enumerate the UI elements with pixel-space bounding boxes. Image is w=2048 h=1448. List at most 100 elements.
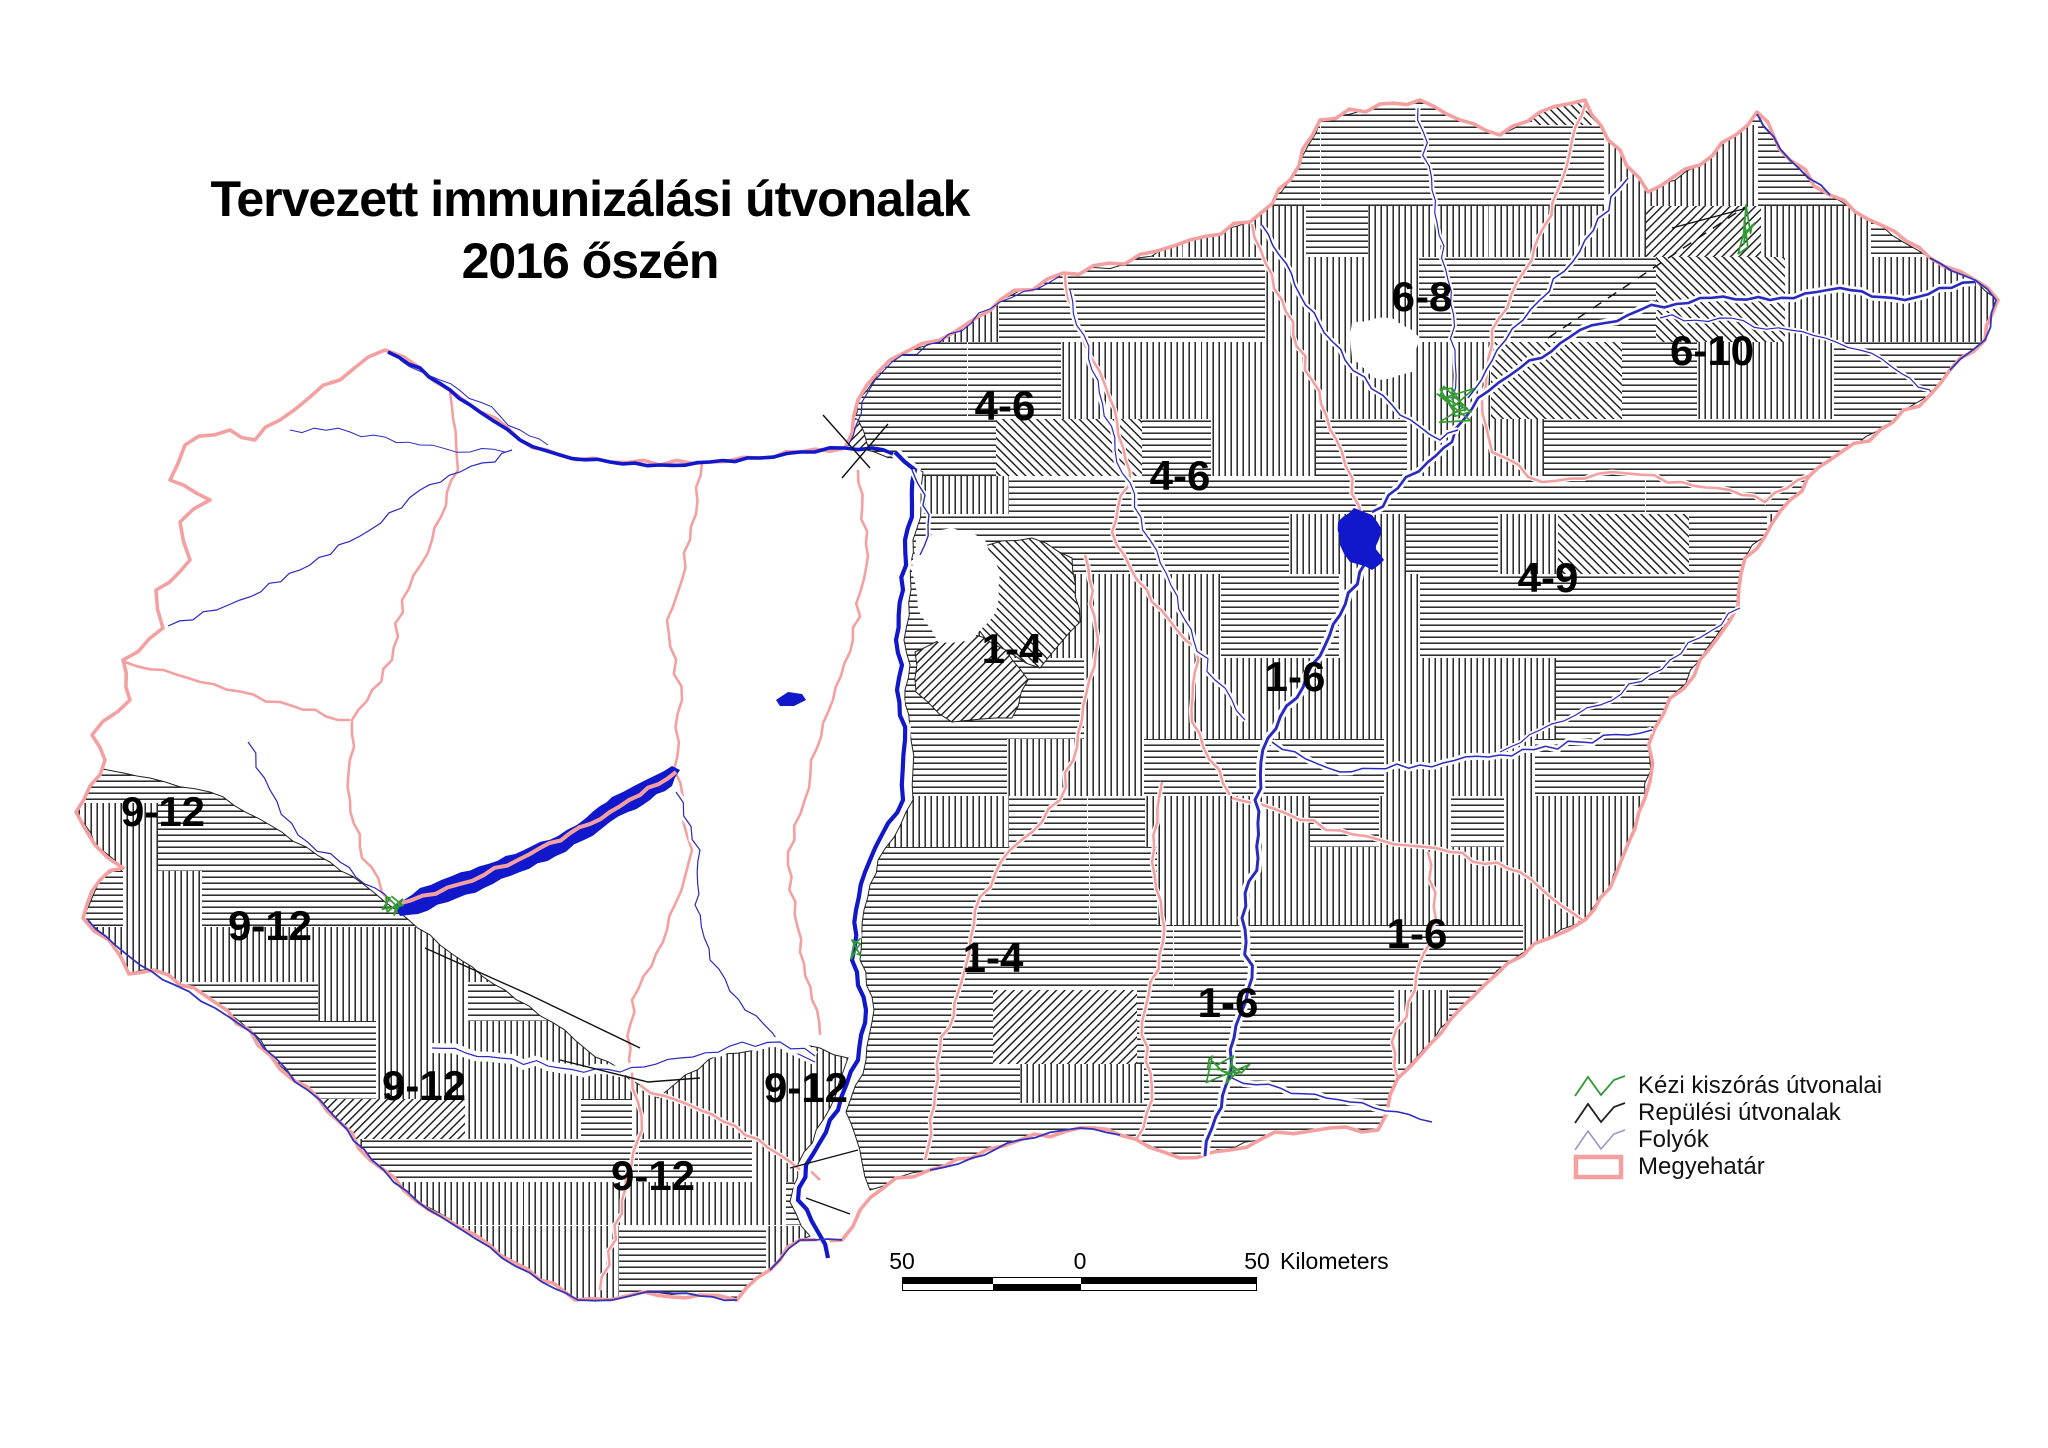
- flight-route-block: [1257, 476, 1347, 514]
- flight-route-block: [1556, 658, 1606, 739]
- flight-route-block: [1468, 1254, 1613, 1333]
- river: [1261, 224, 1459, 441]
- legend: Kézi kiszórás útvonalai Repülési útvonal…: [1572, 1072, 1882, 1180]
- flight-route-block: [158, 803, 245, 871]
- county-border: [348, 799, 392, 903]
- region-period-label: 9-12: [382, 1062, 466, 1109]
- flight-route-block: [1157, 847, 1245, 925]
- flight-route-block: [1498, 514, 1558, 574]
- river: [1231, 1077, 1433, 1123]
- flight-route-block: [1515, 1170, 1572, 1191]
- flight-route-block: [1115, 1254, 1166, 1333]
- flight-route-block: [1697, 342, 1835, 419]
- region-period-label: 6-10: [1670, 327, 1754, 374]
- flight-route-block: [1406, 514, 1498, 574]
- flight-route-block: [1910, 100, 1998, 125]
- flight-route-block: [1266, 1170, 1397, 1191]
- flight-route-block: [76, 1021, 216, 1099]
- flight-route-block: [297, 1139, 362, 1182]
- flight-route-block: [1964, 925, 1998, 990]
- flight-route-block: [345, 768, 491, 803]
- flight-route-block: [2008, 206, 2048, 257]
- flight-route-block: [76, 1099, 113, 1139]
- flight-route-block: [640, 1182, 786, 1225]
- flight-route-block: [523, 1182, 587, 1225]
- region-period-label: 1-6: [1198, 979, 1259, 1026]
- flight-route-block: [1523, 574, 1652, 658]
- flight-route-block: [1878, 658, 1957, 739]
- region-period-label: 1-6: [1265, 653, 1326, 700]
- flight-route-block: [1373, 125, 1507, 206]
- flight-transit-line: [559, 1059, 701, 1083]
- flight-route-block: [1042, 1170, 1132, 1191]
- county-border: [786, 469, 870, 1036]
- flight-route-block: [246, 1099, 306, 1139]
- flight-route-block: [1819, 419, 1931, 476]
- flight-route-block: [200, 1139, 297, 1182]
- flight-route-block: [1488, 476, 1645, 514]
- legend-label-flight-routes: Repülési útvonalak: [1638, 1098, 1841, 1126]
- county-border: [1063, 274, 1232, 796]
- flight-route-block: [1544, 419, 1682, 476]
- river: [1499, 607, 1741, 753]
- region-period-label: 4-6: [1150, 452, 1211, 499]
- flight-route-block: [1379, 100, 1451, 125]
- flight-route-block: [1533, 100, 1616, 125]
- flight-route-block: [1853, 476, 1998, 514]
- hand-routes-scribble: [1436, 385, 1475, 424]
- flight-route-block: [801, 1309, 854, 1354]
- flight-route-block: [845, 739, 948, 796]
- flight-route-block: [1973, 125, 1998, 206]
- scale-middle-label: 0: [1073, 1248, 1087, 1274]
- flight-route-block: [246, 1309, 397, 1354]
- flight-route-block: [1646, 476, 1744, 514]
- flight-route-block: [915, 1254, 1016, 1333]
- flight-route-block: [639, 1139, 752, 1182]
- flight-route-block: [490, 768, 624, 803]
- flight-route-block: [907, 1170, 1042, 1191]
- flight-route-block: [1747, 739, 1895, 796]
- map-title: Tervezett immunizálási útvonalak 2016 ős…: [120, 168, 1060, 292]
- flight-route-block: [1622, 342, 1697, 419]
- flight-route-block: [176, 1226, 281, 1300]
- flight-route-block: [76, 1139, 200, 1182]
- lake-velence: [776, 692, 806, 706]
- flight-route-block: [270, 1021, 376, 1099]
- flight-route-block: [845, 847, 848, 925]
- flight-route-block: [1523, 925, 1646, 990]
- flight-route-block: [397, 1309, 487, 1354]
- legend-row-hand-routes: Kézi kiszórás útvonalai: [1572, 1072, 1882, 1099]
- river: [847, 275, 1061, 447]
- county-border: [1390, 851, 1438, 1079]
- flight-route-block: [868, 476, 1009, 514]
- flight-route-block: [497, 1139, 638, 1182]
- flight-route-block: [1451, 796, 1504, 847]
- flight-route-block: [1084, 658, 1188, 739]
- flight-route-block: [113, 1099, 180, 1139]
- flight-route-block: [1928, 1170, 1998, 1191]
- flight-route-block: [1020, 1064, 1144, 1103]
- flight-route-block: [362, 1139, 497, 1182]
- flight-route-block: [845, 514, 888, 574]
- river: [1416, 107, 1457, 401]
- flight-route-block: [1386, 847, 1521, 925]
- border-river-overlay: [1929, 257, 1998, 371]
- flight-route-block: [728, 871, 794, 927]
- border-river-overlay: [929, 1127, 1121, 1171]
- river: [1467, 177, 1629, 399]
- flight-route-block: [854, 1309, 907, 1354]
- flight-route-block: [1272, 925, 1412, 990]
- border-river-overlay: [769, 1238, 843, 1271]
- lake-tisza: [1337, 508, 1384, 570]
- flight-route-block: [587, 1182, 640, 1225]
- flight-route-block: [1911, 574, 1972, 658]
- flight-route-block: [1682, 419, 1820, 476]
- flight-route-block: [914, 925, 1042, 990]
- flight-transit-line: [424, 947, 641, 1049]
- flight-route-block: [686, 982, 755, 1022]
- flight-route-block: [1944, 1103, 1994, 1170]
- flight-route-block: [1090, 847, 1157, 925]
- region-period-label: 9-12: [228, 902, 312, 949]
- flight-route-block: [175, 1309, 246, 1354]
- flight-route-block: [1177, 125, 1231, 206]
